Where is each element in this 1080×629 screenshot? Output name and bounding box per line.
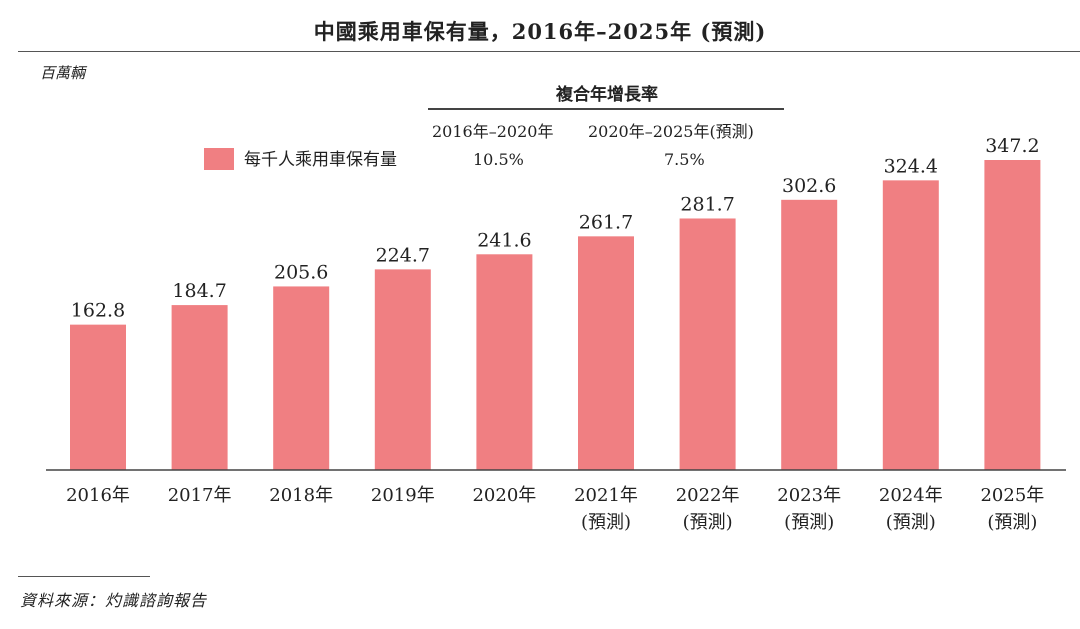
bar-value-label-7: 302.6 — [782, 175, 836, 197]
x-tick-label-7: 2023年 — [777, 485, 841, 506]
bar-value-label-6: 281.7 — [680, 193, 734, 215]
x-tick-label-3: 2019年 — [371, 485, 435, 506]
x-tick-label-6: 2022年 — [676, 485, 740, 506]
bar-2 — [273, 286, 330, 470]
bar-value-label-2: 205.6 — [274, 261, 328, 283]
bar-0 — [70, 324, 126, 470]
bar-value-label-1: 184.7 — [172, 280, 226, 302]
x-tick-note-6: (預測) — [683, 512, 733, 533]
chart-title: 中國乘用車保有量，2016年–2025年 (預測) — [313, 19, 767, 44]
x-tick-note-8: (預測) — [886, 512, 936, 533]
bar-4 — [476, 254, 533, 470]
bar-7 — [781, 199, 838, 471]
x-tick-label-2: 2018年 — [269, 485, 333, 506]
legend-label: 每千人乘用車保有量 — [244, 150, 397, 170]
x-tick-note-9: (預測) — [987, 512, 1037, 533]
x-tick-label-0: 2016年 — [66, 485, 130, 506]
bar-value-label-9: 347.2 — [985, 135, 1039, 157]
bar-1 — [171, 305, 228, 470]
bar-value-label-4: 241.6 — [477, 229, 531, 251]
source-note: 資料來源：灼識諮詢報告 — [20, 591, 208, 610]
legend-swatch — [204, 148, 234, 170]
x-tick-label-9: 2025年 — [980, 485, 1044, 506]
x-tick-label-8: 2024年 — [879, 485, 943, 506]
x-tick-note-7: (預測) — [784, 512, 834, 533]
cagr-heading: 複合年增長率 — [556, 85, 658, 105]
cagr-period-2: 2020年–2025年(預測) — [588, 122, 754, 141]
x-tick-label-4: 2020年 — [472, 485, 536, 506]
bar-value-label-8: 324.4 — [884, 155, 938, 177]
bar-6 — [679, 218, 736, 470]
bar-8 — [882, 180, 939, 470]
source-divider — [18, 576, 150, 577]
y-axis-unit: 百萬輛 — [40, 64, 86, 82]
bar-5 — [578, 236, 634, 470]
cagr-value-2: 7.5% — [664, 150, 705, 169]
x-tick-label-5: 2021年 — [574, 485, 638, 506]
cagr-divider — [428, 108, 784, 110]
cagr-value-1: 10.5% — [473, 150, 524, 169]
title-divider — [18, 51, 1080, 52]
cagr-period-1: 2016年–2020年 — [432, 122, 554, 141]
bar-3 — [374, 269, 431, 470]
x-tick-note-5: (預測) — [581, 512, 631, 533]
bar-value-label-5: 261.7 — [579, 211, 633, 233]
bar-value-label-3: 224.7 — [376, 244, 430, 266]
bar-9 — [984, 160, 1041, 470]
bar-value-label-0: 162.8 — [71, 300, 125, 322]
x-tick-label-1: 2017年 — [168, 485, 232, 506]
